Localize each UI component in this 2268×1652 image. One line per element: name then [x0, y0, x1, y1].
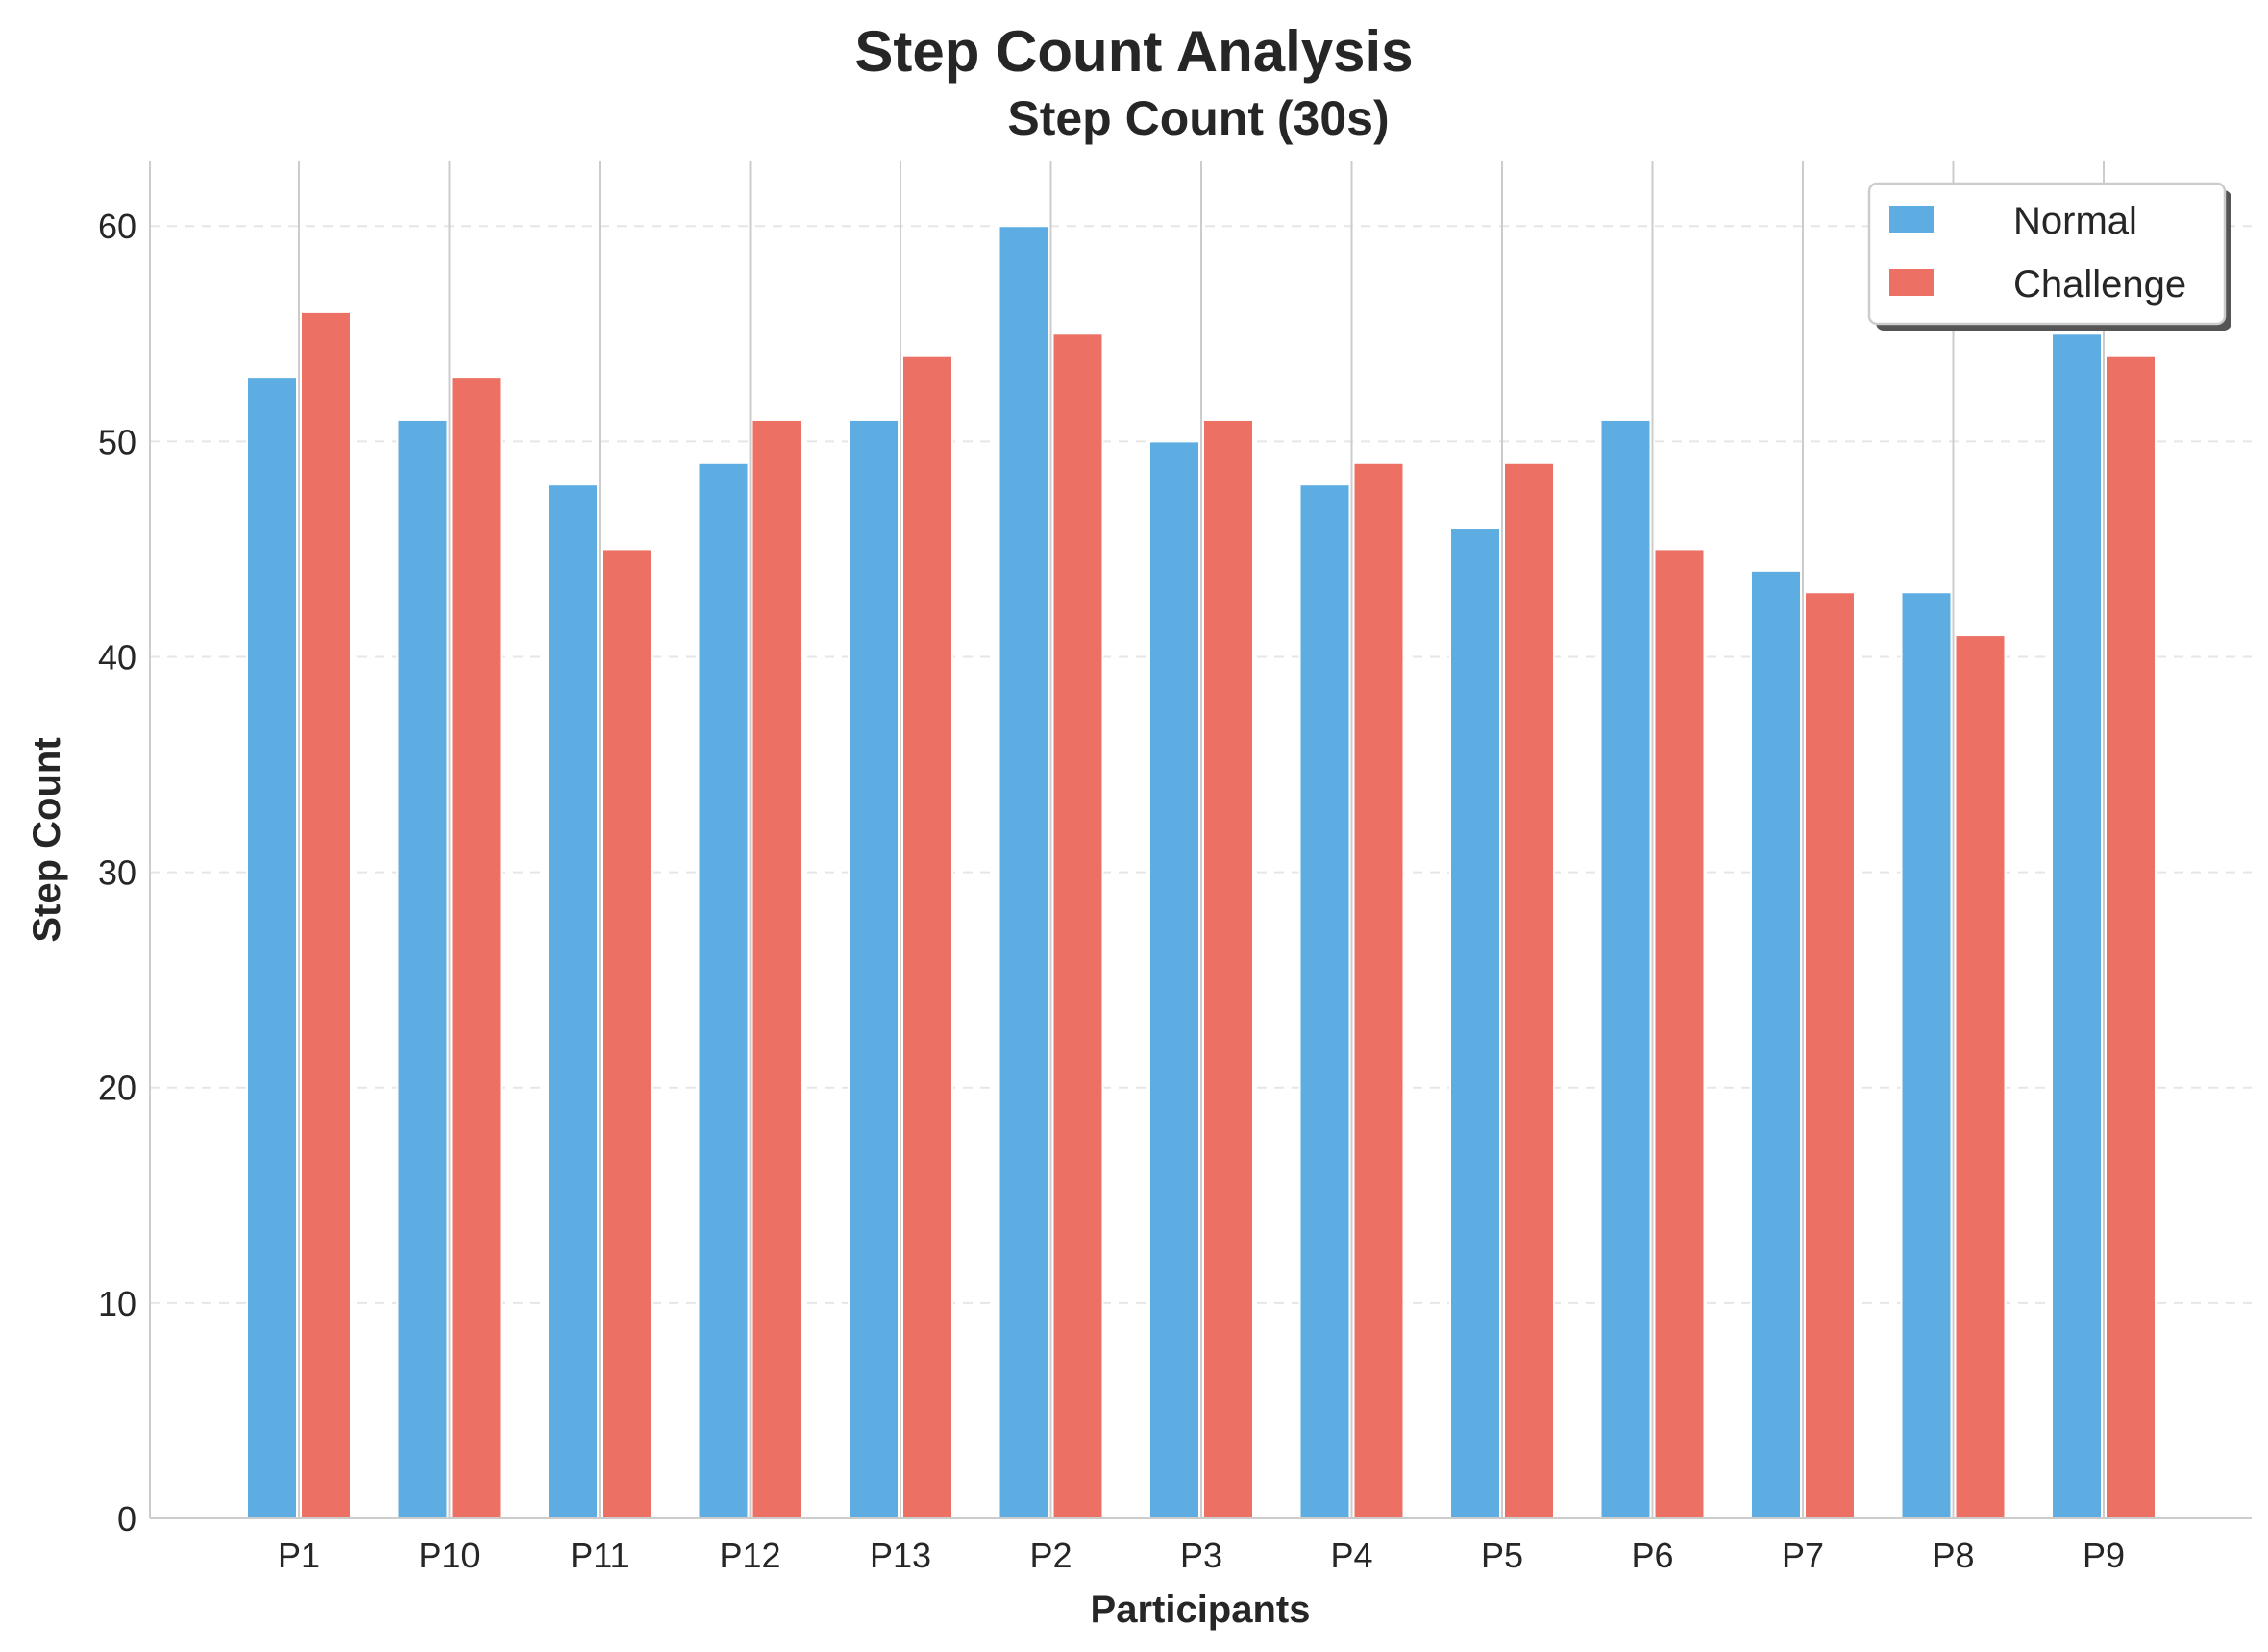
x-axis-label: Participants [1091, 1589, 1311, 1631]
bar-normal-p13 [848, 418, 900, 1519]
x-tick-label: P6 [1631, 1536, 1673, 1575]
bar-challenge-p3 [1202, 418, 1254, 1519]
bar-challenge-p2 [1051, 333, 1104, 1519]
legend-label-challenge: Challenge [2013, 263, 2186, 306]
legend-box [1867, 182, 2227, 326]
bars [246, 225, 2157, 1520]
x-tick-label: P3 [1180, 1536, 1222, 1575]
bar-challenge-p13 [901, 354, 953, 1520]
bar-normal-p12 [697, 461, 750, 1519]
bar-challenge-p5 [1503, 461, 1555, 1519]
bar-challenge-p1 [300, 310, 352, 1519]
bar-challenge-p8 [1954, 634, 2007, 1519]
x-tick-label: P12 [719, 1536, 780, 1575]
bar-challenge-p10 [450, 376, 503, 1520]
bar-normal-p5 [1449, 527, 1501, 1519]
bar-challenge-p12 [751, 418, 803, 1519]
x-tick-label: P7 [1782, 1536, 1824, 1575]
y-tick-label: 60 [98, 207, 136, 246]
x-tick-label: P11 [570, 1536, 629, 1575]
bar-challenge-p4 [1352, 461, 1405, 1519]
chart-title: Step Count Analysis [854, 19, 1413, 84]
bar-normal-p6 [1599, 418, 1652, 1519]
y-tick-label: 40 [98, 637, 136, 677]
bar-normal-p4 [1298, 483, 1351, 1520]
bar-normal-p2 [998, 225, 1050, 1520]
bar-normal-p1 [246, 376, 298, 1520]
y-tick-label: 0 [117, 1499, 136, 1539]
x-grid [298, 161, 2105, 1518]
bar-challenge-p6 [1653, 548, 1706, 1519]
bar-normal-p7 [1750, 569, 1802, 1519]
bar-challenge-p7 [1804, 591, 1856, 1519]
bar-challenge-p9 [2105, 354, 2157, 1520]
bar-normal-p9 [2051, 333, 2103, 1519]
x-tick-label: P5 [1481, 1536, 1523, 1575]
x-tick-label: P9 [2083, 1536, 2125, 1575]
x-tick-label: P13 [870, 1536, 931, 1575]
legend-label-normal: Normal [2013, 200, 2137, 242]
x-tick-label: P1 [278, 1536, 320, 1575]
x-tick-labels: P1 P10 P11 P12 P13 P2 P3 P4 P5 P6 P7 P8 P9 [278, 1536, 2125, 1575]
bar-normal-p10 [396, 418, 449, 1519]
y-tick-label: 30 [98, 853, 136, 893]
x-tick-label: P10 [418, 1536, 480, 1575]
bar-normal-p3 [1148, 440, 1200, 1519]
legend-swatch-normal [1889, 206, 1934, 233]
y-tick-labels: 0 10 20 30 40 50 60 [98, 207, 136, 1539]
x-tick-label: P4 [1330, 1536, 1372, 1575]
chart-subtitle: Step Count (30s) [1007, 91, 1389, 145]
bar-normal-p11 [547, 483, 599, 1520]
y-tick-label: 50 [98, 422, 136, 461]
x-tick-label: P2 [1029, 1536, 1072, 1575]
y-axis-label: Step Count [26, 737, 68, 942]
y-tick-label: 20 [98, 1069, 136, 1108]
bar-challenge-p11 [601, 548, 653, 1519]
legend: Normal Challenge [1867, 182, 2231, 331]
x-tick-label: P8 [1932, 1536, 1974, 1575]
bar-normal-p8 [1900, 591, 1953, 1519]
y-tick-label: 10 [98, 1284, 136, 1323]
legend-swatch-challenge [1889, 269, 1934, 296]
